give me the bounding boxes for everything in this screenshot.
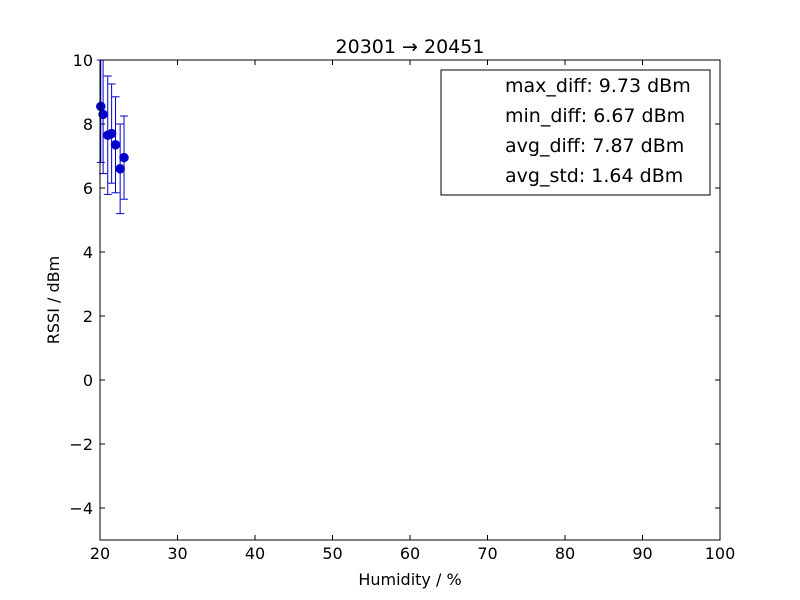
x-tick-label: 50 xyxy=(322,544,342,563)
x-tick-label: 70 xyxy=(477,544,497,563)
legend-entry: max_diff: 9.73 dBm xyxy=(505,75,691,97)
legend-entry: avg_diff: 7.87 dBm xyxy=(505,135,684,157)
data-point xyxy=(115,164,125,174)
x-tick-label: 90 xyxy=(632,544,652,563)
x-tick-label: 100 xyxy=(705,544,736,563)
x-tick-label: 20 xyxy=(90,544,110,563)
y-axis-label: RSSI / dBm xyxy=(44,256,63,344)
data-point xyxy=(98,109,108,120)
y-tick-label: −2 xyxy=(69,435,93,454)
x-tick-label: 40 xyxy=(245,544,265,563)
data-point xyxy=(106,128,117,139)
x-tick-label: 30 xyxy=(167,544,187,563)
legend-entry: avg_std: 1.64 dBm xyxy=(505,165,683,187)
y-tick-label: 10 xyxy=(73,51,93,70)
data-point xyxy=(110,140,121,150)
plot-frame xyxy=(99,59,721,541)
data-point xyxy=(119,152,129,163)
y-tick-label: −4 xyxy=(69,499,93,518)
y-tick-label: 8 xyxy=(83,115,93,134)
x-tick-label: 80 xyxy=(555,544,575,563)
y-tick-label: 0 xyxy=(83,371,93,390)
y-tick-label: 6 xyxy=(83,179,93,198)
data-point xyxy=(96,101,106,112)
x-axis-label: Humidity / % xyxy=(358,570,461,589)
y-tick-label: 2 xyxy=(83,307,93,326)
legend: max_diff: 9.73 dBm min_diff: 6.67 dBm av… xyxy=(440,69,711,196)
legend-box xyxy=(440,69,711,196)
y-tick-label: 4 xyxy=(83,243,93,262)
x-tick-label: 60 xyxy=(400,544,420,563)
chart-title: 20301 → 20451 xyxy=(336,36,485,58)
legend-entry: min_diff: 6.67 dBm xyxy=(505,105,685,127)
